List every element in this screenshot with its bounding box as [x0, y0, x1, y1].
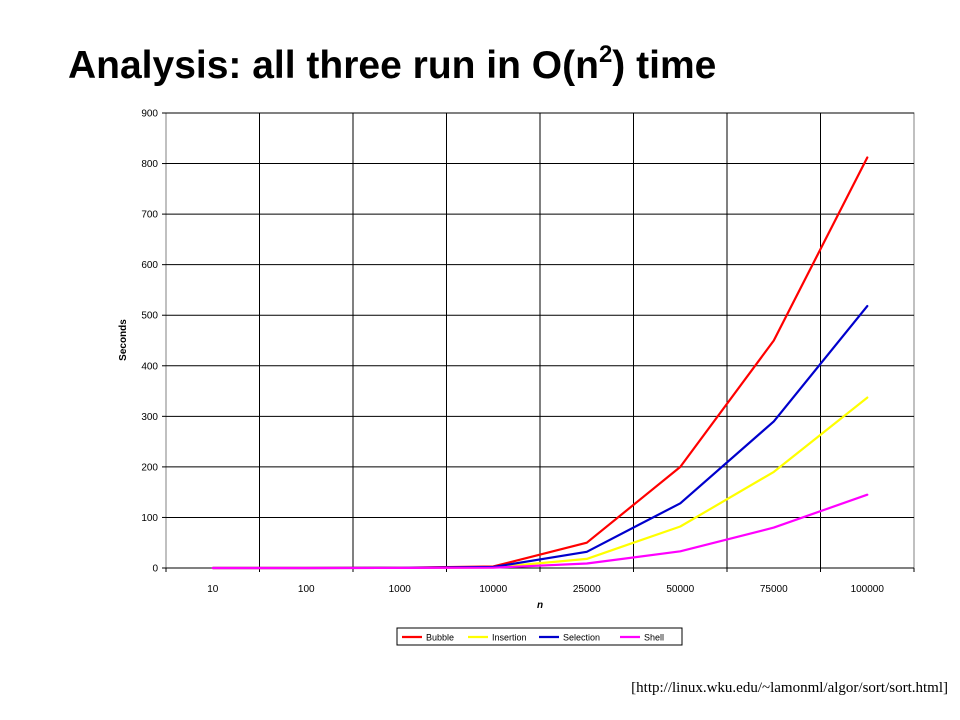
legend-label-insertion: Insertion	[492, 633, 527, 643]
y-tick-label: 500	[141, 311, 158, 322]
y-tick-label: 400	[141, 361, 158, 372]
y-tick-label: 700	[141, 210, 158, 221]
y-tick-label: 100	[141, 513, 158, 524]
legend-label-selection: Selection	[563, 633, 600, 643]
y-tick-label: 800	[141, 159, 158, 170]
y-tick-label: 0	[152, 564, 158, 575]
legend-items: Bubble Insertion Selection Shell	[402, 633, 664, 643]
slide-title: Analysis: all three run in O(n2) time	[68, 41, 717, 88]
legend-label-shell: Shell	[644, 633, 664, 643]
x-tick-label: 75000	[760, 584, 788, 595]
x-tick-label: 50000	[666, 584, 694, 595]
x-axis-ticks: 10 100 1000 10000 25000 50000 75000 100000	[207, 584, 884, 595]
legend-label-bubble: Bubble	[426, 633, 454, 643]
y-tick-label: 300	[141, 412, 158, 423]
title-suffix: ) time	[612, 44, 717, 87]
gridlines	[162, 112, 915, 572]
y-tick-label: 200	[141, 462, 158, 473]
source-citation: [http://linux.wku.edu/~lamonml/algor/sor…	[631, 680, 948, 696]
y-axis-label: Seconds	[118, 319, 129, 361]
y-tick-label: 900	[141, 109, 158, 120]
x-tick-label: 1000	[389, 584, 412, 595]
x-axis-label: n	[537, 600, 543, 611]
series-line-shell	[211, 493, 869, 570]
y-axis-ticks: 0 100 200 300 400 500 600 700 800 900	[141, 109, 158, 575]
x-tick-label: 10	[207, 584, 219, 595]
x-tick-label: 25000	[573, 584, 601, 595]
x-tick-label: 10000	[479, 584, 507, 595]
x-tick-label: 100000	[851, 584, 885, 595]
title-prefix: Analysis: all three run in O(n	[68, 44, 599, 87]
x-tick-label: 100	[298, 584, 315, 595]
title-exponent: 2	[598, 41, 613, 68]
series-lines	[211, 156, 869, 570]
legend: Bubble Insertion Selection Shell	[396, 627, 683, 646]
y-tick-label: 600	[141, 260, 158, 271]
